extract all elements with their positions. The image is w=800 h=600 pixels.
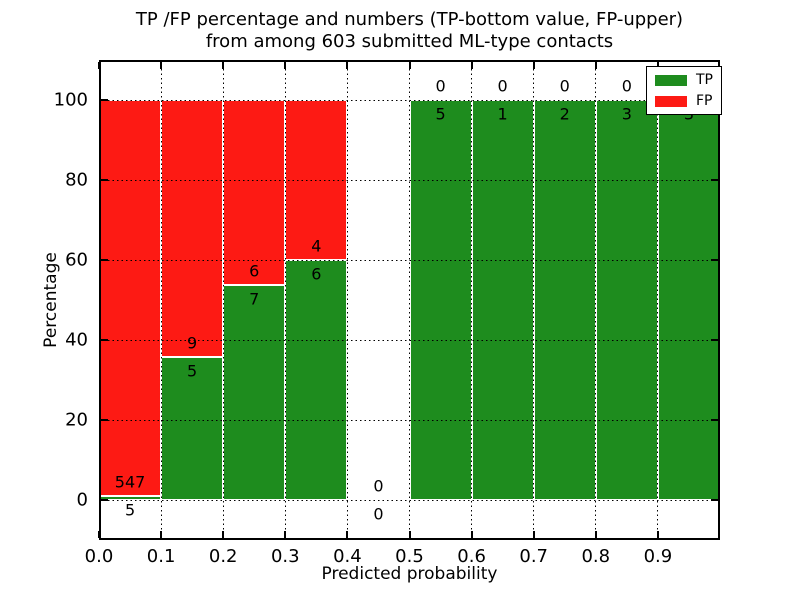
chart-title-line1: TP /FP percentage and numbers (TP-bottom… (135, 9, 684, 30)
y-tick-label: 0 (76, 489, 88, 511)
y-tick-label: 80 (65, 169, 88, 191)
plot-border (99, 60, 720, 540)
legend-swatch-tp (655, 74, 687, 86)
legend-swatch-fp (655, 95, 687, 107)
chart-title: TP /FP percentage and numbers (TP-bottom… (99, 9, 720, 53)
legend-label-fp: FP (696, 93, 713, 109)
legend-item-fp: FP (655, 94, 713, 108)
chart-title-line2: from among 603 submitted ML-type contact… (205, 31, 614, 52)
y-axis-label: Percentage (41, 252, 61, 348)
y-tick-label: 20 (65, 409, 88, 431)
legend-item-tp: TP (655, 73, 713, 87)
legend: TP FP (646, 66, 722, 115)
x-axis-label: Predicted probability (321, 564, 498, 584)
legend-label-tp: TP (696, 72, 713, 88)
y-tick-label: 100 (53, 89, 88, 111)
